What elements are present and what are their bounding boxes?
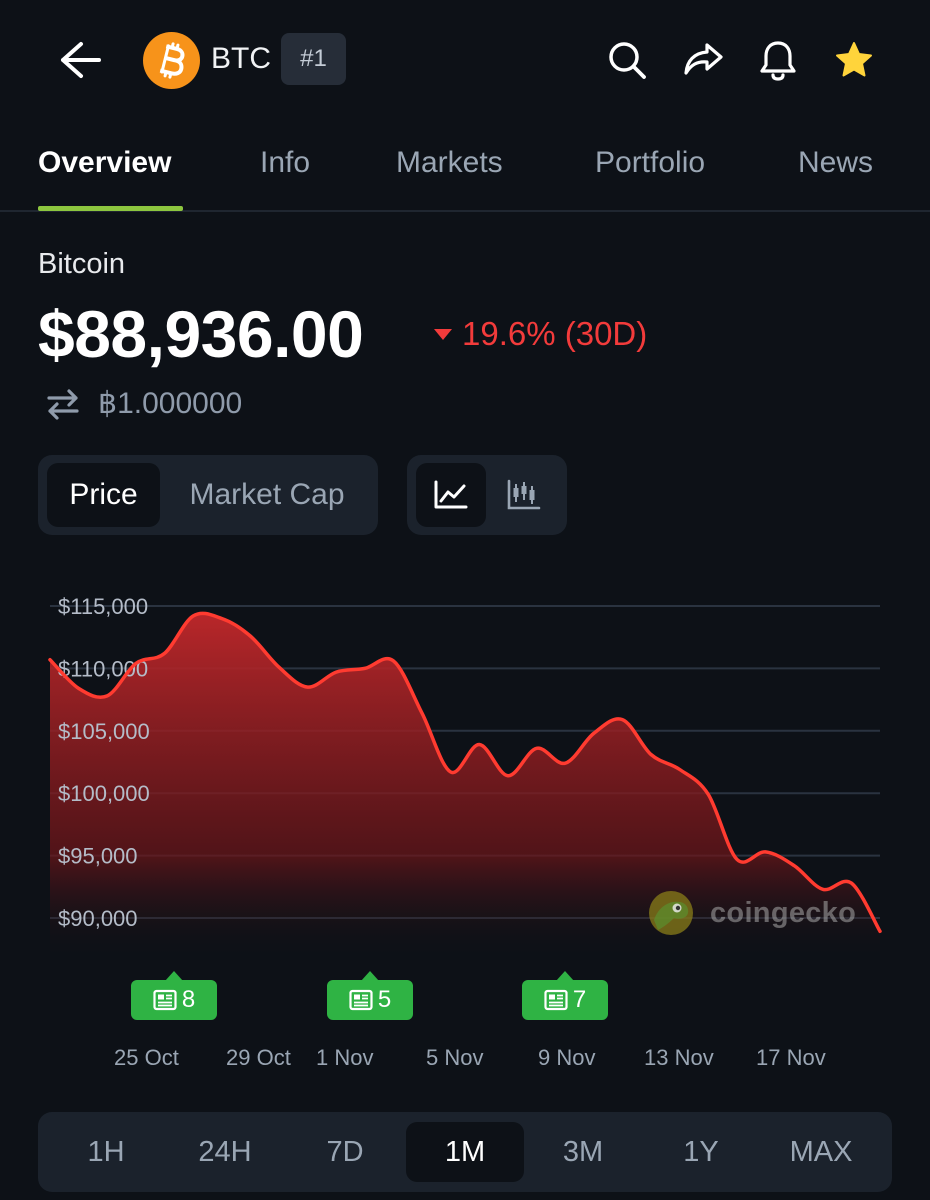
newspaper-icon — [349, 989, 373, 1011]
star-icon — [836, 42, 872, 77]
x-tick-label: 17 Nov — [756, 1045, 826, 1070]
news-marker[interactable]: 7 — [522, 971, 608, 1020]
newspaper-icon — [544, 989, 568, 1011]
price-toggle[interactable]: Price — [47, 463, 160, 527]
candlestick-button[interactable] — [489, 463, 559, 527]
active-tab-indicator — [38, 206, 183, 211]
tab-info[interactable]: Info — [260, 146, 311, 179]
coingecko-watermark: coingecko — [648, 890, 856, 936]
x-tick-label: 1 Nov — [316, 1045, 374, 1070]
price-area-fill — [50, 613, 880, 960]
x-tick-label: 13 Nov — [644, 1045, 714, 1070]
rank-badge: #1 — [281, 33, 346, 85]
market-cap-toggle[interactable]: Market Cap — [189, 478, 345, 511]
price-change: 19.6% (30D) — [434, 315, 647, 353]
swap-arrows-icon — [47, 388, 79, 420]
y-tick-label: $110,000 — [58, 656, 148, 681]
bell-icon — [760, 41, 796, 81]
current-price: $88,936.00 — [38, 297, 364, 371]
share-icon — [684, 43, 723, 75]
btc-conversion: ฿1.000000 — [46, 386, 242, 421]
tab-markets[interactable]: Markets — [396, 146, 503, 179]
bitcoin-b-mark — [159, 42, 185, 79]
tab-portfolio[interactable]: Portfolio — [595, 146, 706, 179]
favorite-button[interactable] — [828, 34, 880, 86]
news-count: 8 — [181, 986, 196, 1013]
line-chart-button[interactable] — [416, 463, 486, 527]
x-tick-label: 25 Oct — [114, 1045, 179, 1070]
back-button[interactable] — [52, 34, 108, 86]
line-chart-icon — [434, 480, 468, 509]
down-triangle-icon — [434, 328, 452, 340]
x-tick-label: 29 Oct — [226, 1045, 291, 1070]
watermark-text: coingecko — [710, 896, 857, 929]
search-button[interactable] — [601, 34, 653, 86]
range-3m[interactable]: 3M — [562, 1135, 604, 1168]
search-icon — [609, 42, 646, 79]
range-7d[interactable]: 7D — [326, 1135, 364, 1168]
range-1y[interactable]: 1Y — [683, 1135, 719, 1168]
range-24h[interactable]: 24H — [198, 1135, 252, 1168]
range-1m[interactable]: 1M — [406, 1122, 524, 1182]
y-tick-label: $115,000 — [58, 594, 148, 619]
price-line — [48, 611, 882, 934]
coin-symbol: BTC — [211, 42, 271, 75]
top-bar: BTC #1 — [0, 0, 930, 120]
tab-news[interactable]: News — [798, 146, 874, 179]
price-change-value: 19.6% (30D) — [462, 315, 648, 352]
y-tick-label: $105,000 — [58, 719, 150, 744]
candlestick-icon — [507, 479, 541, 510]
x-tick-label: 9 Nov — [538, 1045, 596, 1070]
news-marker[interactable]: 8 — [131, 971, 217, 1020]
share-button[interactable] — [677, 34, 729, 86]
chart-type-toggle — [407, 455, 567, 535]
gecko-logo-icon — [649, 891, 693, 935]
newspaper-icon — [153, 989, 177, 1011]
back-arrow-icon — [61, 42, 101, 78]
chart-metric-toggle: Price Market Cap — [38, 455, 378, 535]
time-range-selector: 1H 24H 7D 1M 3M 1Y MAX — [38, 1112, 892, 1192]
range-1h[interactable]: 1H — [87, 1135, 125, 1168]
y-tick-label: $90,000 — [58, 906, 138, 931]
coin-name: Bitcoin — [38, 248, 126, 280]
y-tick-label: $95,000 — [58, 844, 138, 869]
news-count: 5 — [377, 986, 392, 1013]
alert-button[interactable] — [752, 34, 804, 86]
news-count: 7 — [572, 986, 587, 1013]
range-max[interactable]: MAX — [789, 1135, 853, 1168]
y-tick-label: $100,000 — [58, 781, 150, 806]
tab-bar: Overview Info Markets Portfolio News — [0, 128, 930, 212]
news-marker[interactable]: 5 — [327, 971, 413, 1020]
bitcoin-logo-icon — [143, 32, 200, 89]
price-chart[interactable]: $115,000 $110,000 $105,000 $100,000 $95,000 $… — [0, 570, 930, 990]
tab-overview[interactable]: Overview — [38, 146, 172, 179]
btc-value: ฿1.000000 — [98, 387, 243, 420]
x-tick-label: 5 Nov — [426, 1045, 484, 1070]
